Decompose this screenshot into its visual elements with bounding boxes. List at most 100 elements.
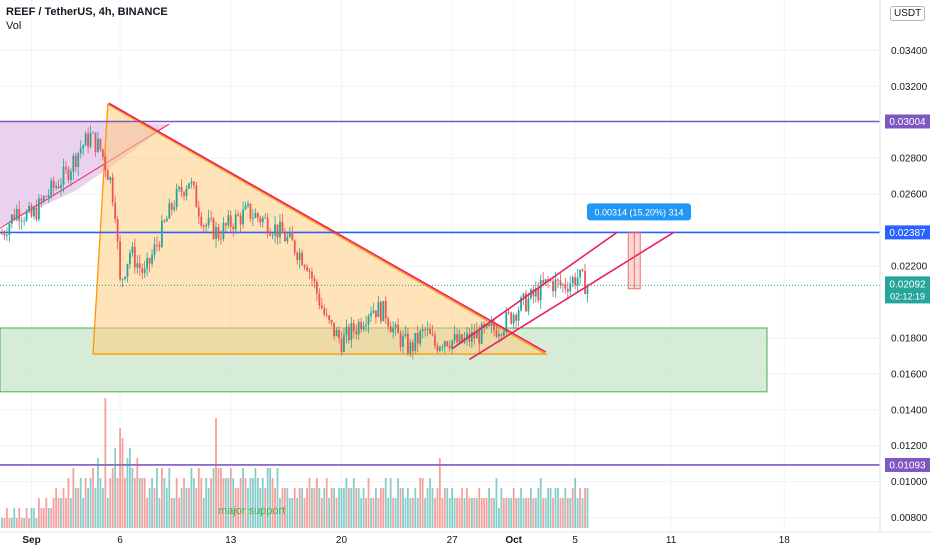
candle-body (375, 310, 377, 318)
candle-body (345, 326, 348, 335)
candle-body (394, 324, 397, 328)
candle-body (129, 252, 131, 264)
volume-bar (274, 488, 276, 528)
volume-bar (222, 478, 225, 528)
candle-body (99, 138, 102, 150)
y-tick-label: 0.03200 (891, 82, 928, 93)
volume-bar (424, 498, 427, 528)
volume-bar (569, 498, 572, 528)
volume-bar (261, 478, 264, 528)
candle-body (291, 232, 294, 241)
volume-bar (347, 488, 350, 528)
volume-bar (55, 488, 58, 528)
candle-body (252, 217, 254, 219)
candle-body (397, 324, 399, 334)
price-axis[interactable]: 0.03400 0.03200 0.02800 0.02600 0.02200 0.018… (879, 0, 932, 550)
volume-bar (350, 488, 353, 528)
volume-bar (52, 498, 55, 528)
volume-bar (338, 488, 340, 528)
candle-body (84, 133, 87, 146)
volume-bar (87, 488, 89, 528)
candle-body (458, 334, 461, 343)
y-tick-label: 0.01200 (891, 441, 928, 452)
candle-body (60, 184, 62, 189)
candle-body (534, 288, 537, 297)
volume-bar (237, 488, 240, 528)
candle-body (318, 293, 321, 306)
volume-bar (421, 478, 424, 528)
candle-body (82, 145, 85, 149)
volume-bar (544, 498, 547, 528)
candle-body (215, 227, 217, 239)
volume-bar (141, 478, 144, 528)
candle-body (1, 233, 3, 235)
candle-body (554, 279, 557, 292)
currency-button[interactable]: USDT (890, 6, 926, 21)
volume-bar (124, 478, 126, 528)
candle-body (288, 232, 291, 237)
candle-body (18, 208, 21, 222)
candle-body (8, 223, 11, 235)
volume-bar (249, 478, 252, 528)
candle-body (109, 177, 112, 180)
volume-bar (114, 448, 117, 528)
candle-body (434, 335, 436, 346)
volume-bar (296, 498, 299, 528)
candle-body (180, 186, 183, 193)
measure-label-box (587, 203, 691, 221)
candle-body (207, 218, 210, 225)
candle-body (143, 268, 146, 273)
volume-bar (505, 498, 508, 528)
volume-bar (463, 498, 466, 528)
candle-body (212, 218, 215, 239)
volume-bar (266, 468, 269, 528)
candle-body (571, 277, 574, 284)
candle-body (101, 149, 104, 158)
volume-bar (23, 518, 26, 528)
volume-bar (530, 488, 532, 528)
volume-bar (308, 478, 311, 528)
candle-body (473, 331, 476, 339)
candle-body (429, 328, 431, 334)
volume-indicator-label[interactable]: Vol (6, 20, 22, 32)
y-tick-label: 0.01000 (891, 477, 928, 488)
volume-bar (382, 488, 385, 528)
volume-bar (584, 488, 586, 528)
candle-body (333, 322, 335, 337)
candle-body (443, 341, 446, 347)
drawings-back (0, 103, 880, 466)
candle-body (57, 186, 60, 189)
volume-bar (281, 488, 284, 528)
candle-body (65, 166, 67, 170)
y-tick-label: 0.02800 (891, 154, 928, 165)
candle-body (244, 205, 247, 210)
volume-bar (151, 478, 153, 528)
candle-body (515, 314, 518, 321)
candle-body (200, 216, 203, 226)
candle-body (335, 330, 338, 337)
time-axis[interactable]: Sep 6 13 20 27 Oct 5 11 18 (0, 531, 932, 546)
volume-bar (291, 498, 294, 528)
candle-body (500, 334, 503, 336)
candle-body (168, 203, 171, 219)
volume-bar (25, 508, 28, 528)
volume-bar (190, 468, 193, 528)
candle-body (377, 302, 380, 318)
volume-bar (520, 488, 522, 528)
candle-body (367, 316, 370, 325)
volume-bar (549, 488, 552, 528)
volume-bar (345, 478, 348, 528)
last-price-value: 0.02092 (889, 279, 926, 290)
volume-bar (242, 468, 244, 528)
volume-bar (554, 488, 557, 528)
candle-body (165, 218, 168, 222)
candle-body (126, 263, 129, 277)
candle-body (340, 338, 343, 352)
candle-body (466, 333, 468, 338)
symbol-title[interactable]: REEF / TetherUS, 4h, BINANCE (6, 6, 168, 18)
candle-body (25, 211, 28, 221)
candle-body (399, 333, 402, 348)
candle-body (183, 192, 185, 196)
volume-bar (256, 478, 259, 528)
